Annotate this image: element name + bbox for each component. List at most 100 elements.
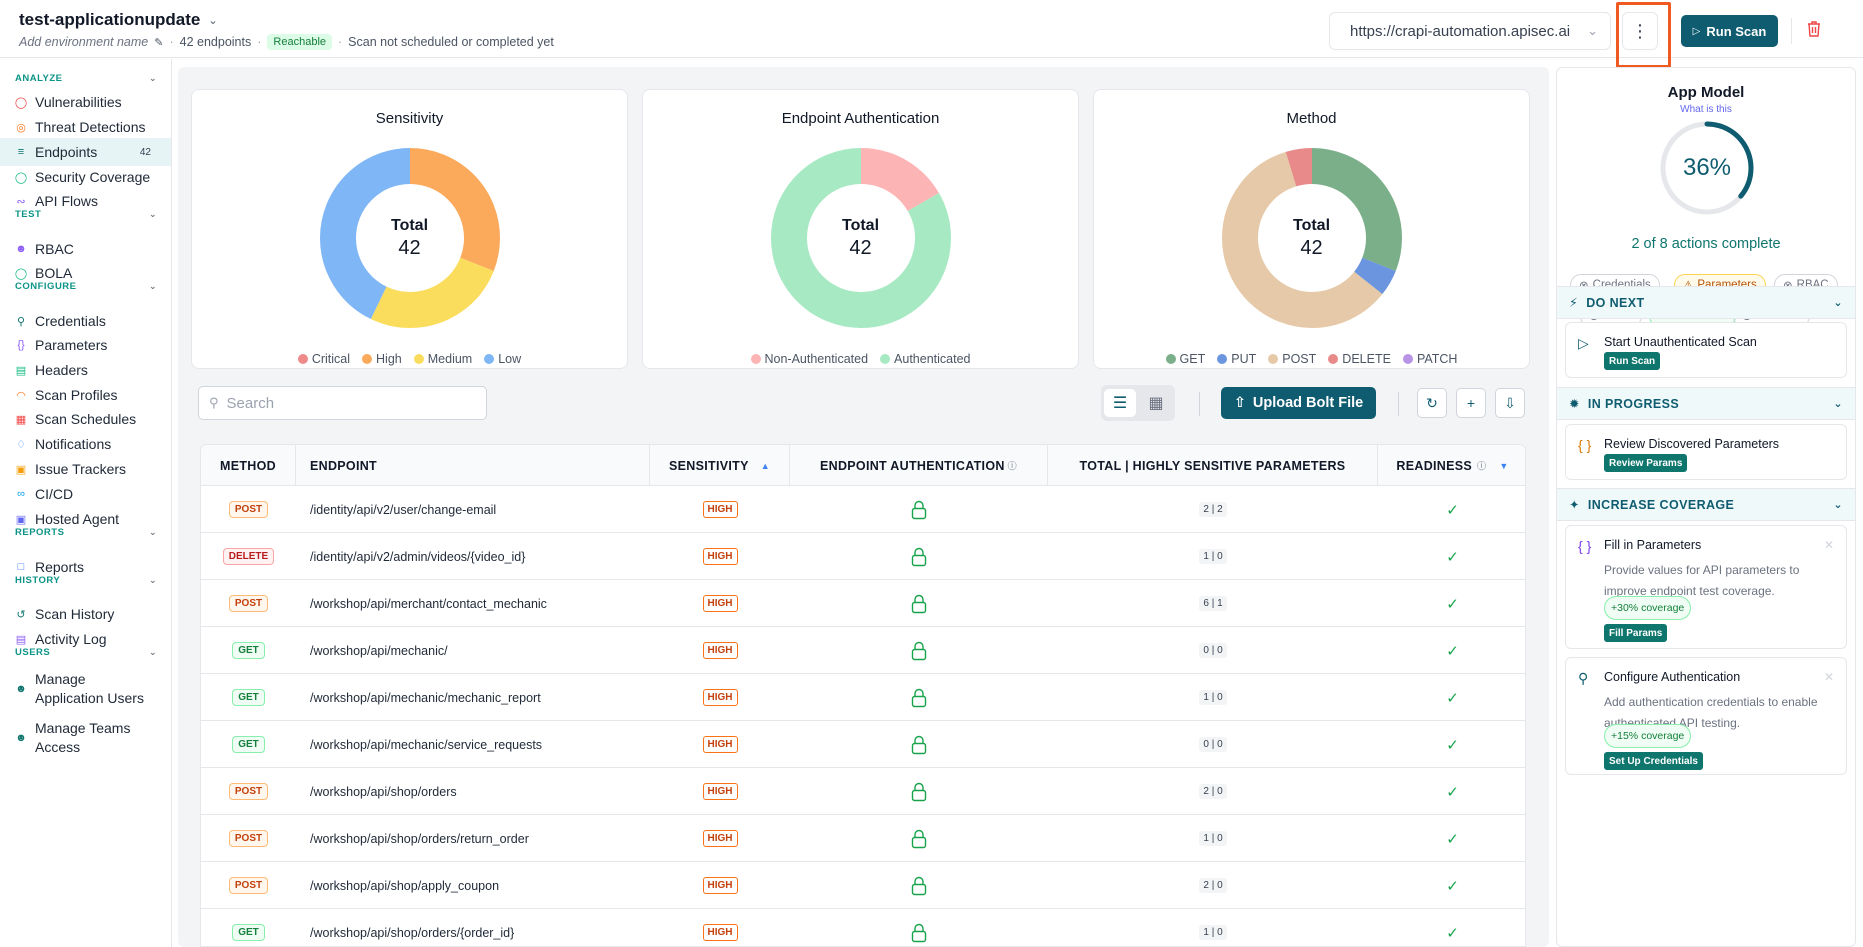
column-sensitivity[interactable]: SENSITIVITY ▲ (650, 445, 790, 486)
table-row[interactable]: GET/workshop/api/mechanic/service_reques… (201, 721, 1525, 768)
endpoint-path[interactable]: /identity/api/v2/admin/videos/{video_id} (310, 549, 526, 564)
legend-item[interactable]: Authenticated (880, 352, 971, 366)
sidebar-item-scan-history[interactable]: ↺ Scan History (0, 600, 171, 628)
donut-slice-authenticated[interactable] (770, 148, 951, 328)
legend-item[interactable]: POST (1268, 352, 1316, 366)
column-readiness[interactable]: READINESS ⓘ ▼ (1378, 445, 1525, 486)
sort-icon[interactable]: ▲ (760, 460, 770, 471)
more-options-button[interactable]: ⋮ (1622, 12, 1658, 50)
sidebar-item-vulnerabilities[interactable]: ◯ Vulnerabilities (0, 88, 171, 116)
chevron-down-icon[interactable]: ⌄ (208, 14, 218, 27)
legend-item[interactable]: DELETE (1328, 352, 1391, 366)
close-icon[interactable]: ✕ (1823, 670, 1834, 684)
refresh-button[interactable]: ↻ (1417, 388, 1447, 418)
close-icon[interactable]: ✕ (1823, 538, 1834, 552)
table-row[interactable]: POST/workshop/api/merchant/contact_mecha… (201, 580, 1525, 627)
sidebar-item-threat-detections[interactable]: ◎ Threat Detections (0, 113, 171, 141)
table-row[interactable]: DELETE/identity/api/v2/admin/videos/{vid… (201, 533, 1525, 580)
sidebar-item-activity-log[interactable]: ▤ Activity Log (0, 625, 171, 653)
sidebar-item-bola[interactable]: ◯ BOLA (0, 259, 171, 287)
in-progress-header[interactable]: ✹ IN PROGRESS ⌄ (1557, 387, 1855, 420)
column-endpoint[interactable]: ENDPOINT (296, 445, 650, 486)
review-params-button[interactable]: Review Params (1604, 454, 1688, 472)
endpoint-path[interactable]: /workshop/api/shop/orders/{order_id} (310, 925, 515, 940)
method-donut[interactable]: Total 42 (1221, 148, 1402, 328)
download-button[interactable]: ⇩ (1495, 388, 1525, 418)
what-is-this-link[interactable]: What is this (1680, 104, 1732, 115)
section-users[interactable]: USERS ⌄ (15, 647, 157, 658)
sidebar-item-manage-application-users[interactable]: ☻ Manage Application Users (0, 669, 171, 709)
upload-bolt-file-button[interactable]: ⇧ Upload Bolt File (1221, 387, 1376, 419)
legend-item[interactable]: Low (484, 352, 521, 366)
section-reports[interactable]: REPORTS ⌄ (15, 527, 157, 538)
add-button[interactable]: + (1456, 388, 1486, 418)
table-row[interactable]: POST/workshop/api/shop/orders HIGH 2 | 0 ✓ (201, 768, 1525, 815)
info-icon[interactable]: ⓘ (1477, 461, 1487, 471)
sidebar-item-credentials[interactable]: ⚲ Credentials (0, 307, 171, 335)
section-history[interactable]: HISTORY ⌄ (15, 575, 157, 586)
endpoint-path[interactable]: /workshop/api/shop/apply_coupon (310, 878, 500, 893)
sidebar-item-api-flows[interactable]: ∾ API Flows (0, 187, 171, 215)
sidebar-item-issue-trackers[interactable]: ▣ Issue Trackers (0, 455, 171, 483)
do-next-header[interactable]: ⚡ DO NEXT ⌄ (1557, 286, 1855, 319)
sensitivity-donut[interactable]: Total 42 (319, 148, 500, 328)
endpoint-path[interactable]: /identity/api/v2/user/change-email (310, 502, 497, 517)
sidebar-item-reports[interactable]: □ Reports (0, 553, 171, 581)
column-method[interactable]: METHOD (201, 445, 296, 486)
legend-item[interactable]: Non-Authenticated (750, 352, 868, 366)
table-row[interactable]: GET/workshop/api/mechanic/HIGH 0 | 0 ✓ (201, 627, 1525, 674)
endpoint-path[interactable]: /workshop/api/shop/orders (310, 784, 457, 799)
endpoint-path[interactable]: /workshop/api/mechanic/service_requests (310, 737, 543, 752)
donut-slice-post[interactable] (1221, 148, 1402, 328)
endpoint-path[interactable]: /workshop/api/mechanic/ (310, 643, 448, 658)
fill-params-button[interactable]: Fill Params (1604, 624, 1668, 642)
sidebar-item-endpoints[interactable]: ≡ Endpoints 42 (0, 138, 171, 166)
delete-button[interactable] (1806, 20, 1828, 42)
set-up-credentials-button[interactable]: Set Up Credentials (1604, 752, 1703, 770)
increase-coverage-header[interactable]: ✦ INCREASE COVERAGE ⌄ (1557, 488, 1855, 521)
legend-item[interactable]: High (362, 352, 402, 366)
endpoint-path[interactable]: /workshop/api/merchant/contact_mechanic (310, 596, 547, 611)
legend-item[interactable]: Critical (297, 352, 350, 366)
auth-donut[interactable]: Total 42 (770, 148, 951, 328)
sidebar-item-scan-schedules[interactable]: ▦ Scan Schedules (0, 405, 171, 433)
table-row[interactable]: POST/identity/api/v2/user/change-email HI… (201, 486, 1525, 533)
section-test[interactable]: TEST ⌄ (15, 209, 157, 220)
sidebar-item-rbac[interactable]: ☻ RBAC (0, 235, 171, 263)
donut-slice-low[interactable] (319, 148, 500, 328)
table-row[interactable]: POST/workshop/api/shop/orders/return_ord… (201, 815, 1525, 862)
table-row[interactable]: GET/workshop/api/mechanic/mechanic_repor… (201, 674, 1525, 721)
run-scan-button[interactable]: ▷ Run Scan (1681, 15, 1778, 47)
column-auth[interactable]: ENDPOINT AUTHENTICATION ⓘ (790, 445, 1048, 486)
sidebar-item-notifications[interactable]: ♢ Notifications (0, 430, 171, 458)
sidebar-item-ci-cd[interactable]: ∞ CI/CD (0, 480, 171, 508)
list-view-icon[interactable]: ☰ (1104, 389, 1136, 417)
sidebar-item-headers[interactable]: ▤ Headers (0, 356, 171, 384)
search-input[interactable]: ⚲ Search (198, 386, 487, 420)
sidebar-item-hosted-agent[interactable]: ▣ Hosted Agent (0, 505, 171, 533)
app-title[interactable]: test-applicationupdate ⌄ (19, 10, 218, 30)
env-name-placeholder[interactable]: Add environment name (19, 35, 149, 49)
run-scan-task-button[interactable]: Run Scan (1604, 352, 1661, 370)
sort-icon[interactable]: ▼ (1499, 460, 1509, 471)
donut-slice-delete[interactable] (1221, 148, 1402, 328)
legend-item[interactable]: PATCH (1402, 352, 1457, 366)
grid-view-icon[interactable]: ▦ (1148, 395, 1164, 412)
endpoint-path[interactable]: /workshop/api/mechanic/mechanic_report (310, 690, 541, 705)
legend-item[interactable]: PUT (1217, 352, 1256, 366)
legend-item[interactable]: Medium (413, 352, 472, 366)
sidebar-item-manage-teams-access[interactable]: ☻ Manage Teams Access (0, 718, 171, 758)
table-row[interactable]: GET/workshop/api/shop/orders/{order_id} H… (201, 909, 1525, 946)
legend-item[interactable]: GET (1165, 352, 1205, 366)
table-row[interactable]: POST/workshop/api/shop/apply_coupon HIGH 2… (201, 862, 1525, 909)
pencil-icon[interactable]: ✎ (154, 36, 164, 49)
sidebar-item-parameters[interactable]: {} Parameters (0, 331, 171, 359)
sidebar-item-security-coverage[interactable]: ◯ Security Coverage (0, 163, 171, 191)
sidebar-item-scan-profiles[interactable]: ◠ Scan Profiles (0, 381, 171, 409)
donut-slice-medium[interactable] (319, 148, 500, 328)
column-params[interactable]: TOTAL | HIGHLY SENSITIVE PARAMETERS (1048, 445, 1378, 486)
environment-url-select[interactable]: https://crapi-automation.apisec.ai ⌄ (1329, 12, 1611, 50)
endpoint-path[interactable]: /workshop/api/shop/orders/return_order (310, 831, 529, 846)
section-analyze[interactable]: ANALYZE ⌄ (15, 73, 157, 84)
info-icon[interactable]: ⓘ (1007, 461, 1017, 471)
